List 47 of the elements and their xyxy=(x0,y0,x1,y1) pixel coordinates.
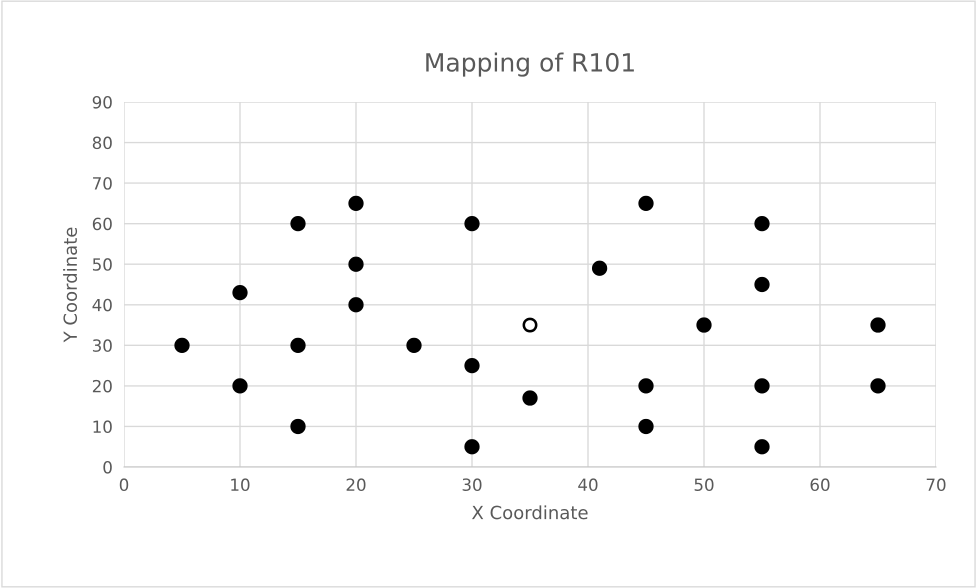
y-tick-label: 0 xyxy=(103,460,112,474)
point xyxy=(638,378,654,394)
point xyxy=(638,418,654,434)
y-tick-label: 80 xyxy=(92,136,112,150)
chart-title: Mapping of R101 xyxy=(426,52,634,77)
point xyxy=(174,338,190,353)
x-axis-title: X Coordinate xyxy=(472,505,588,520)
x-tick-label: 10 xyxy=(231,478,250,492)
point xyxy=(696,317,712,333)
point xyxy=(232,284,248,300)
point xyxy=(592,260,608,276)
point xyxy=(348,196,364,212)
point xyxy=(232,378,248,394)
y-axis-title: Y Coordinate xyxy=(63,228,78,342)
point xyxy=(406,338,422,353)
point xyxy=(348,256,364,272)
y-tick-label: 20 xyxy=(92,380,112,392)
point xyxy=(348,297,364,312)
point xyxy=(522,390,538,406)
point xyxy=(754,276,770,292)
x-tick-label: 70 xyxy=(926,478,946,492)
point xyxy=(638,196,654,212)
point xyxy=(870,317,886,333)
x-tick-label: 0 xyxy=(120,478,128,492)
point xyxy=(290,338,306,353)
point xyxy=(754,439,770,454)
y-tick-label: 40 xyxy=(92,298,112,312)
x-tick-label: 50 xyxy=(694,478,714,492)
x-tick-label: 60 xyxy=(810,478,830,492)
y-tick-label: 30 xyxy=(92,339,112,352)
point xyxy=(464,439,480,454)
y-tick-label: 90 xyxy=(92,96,112,109)
point xyxy=(290,216,306,232)
y-tick-label: 70 xyxy=(93,177,112,190)
point xyxy=(522,318,538,333)
x-tick-label: 20 xyxy=(346,478,366,492)
y-tick-label: 10 xyxy=(94,420,112,434)
point xyxy=(754,378,770,394)
y-tick-label: 50 xyxy=(92,258,112,271)
x-tick-label: 30 xyxy=(462,478,482,492)
point xyxy=(464,216,480,232)
point xyxy=(754,216,770,232)
y-tick-label: 60 xyxy=(92,218,112,230)
point xyxy=(464,358,480,374)
point xyxy=(870,378,886,394)
point xyxy=(290,418,306,434)
x-tick-label: 40 xyxy=(578,478,598,492)
